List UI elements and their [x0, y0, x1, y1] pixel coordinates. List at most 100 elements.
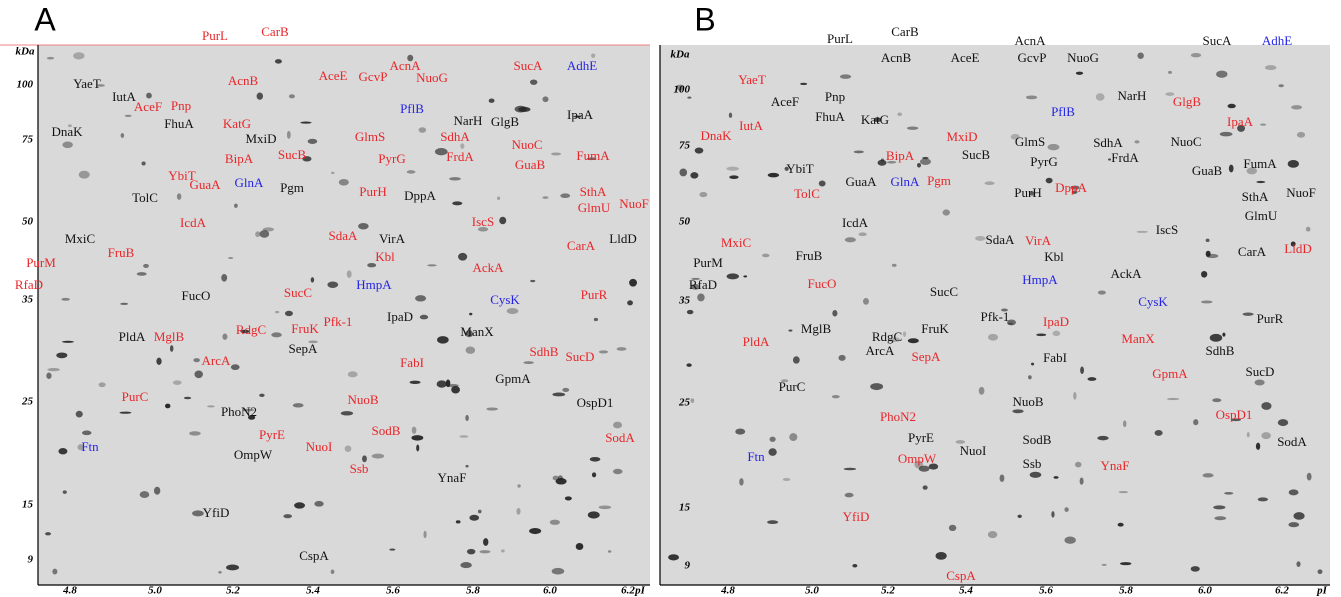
protein-label: GlnA	[891, 174, 921, 189]
gel-spot	[68, 124, 72, 128]
gel-spot	[1291, 105, 1303, 110]
gel-spot	[862, 297, 869, 305]
gel-spot	[629, 278, 637, 287]
protein-label: Kbl	[375, 249, 395, 264]
protein-label: GuaA	[189, 177, 221, 192]
protein-label: SdaA	[329, 228, 359, 243]
gel-spot	[852, 563, 858, 568]
protein-label: VirA	[379, 231, 406, 246]
protein-label: PldA	[119, 329, 146, 344]
gel-spot	[762, 253, 770, 258]
protein-label: MglB	[154, 329, 185, 344]
protein-label: NarH	[1118, 88, 1147, 103]
gel-spot	[1031, 362, 1035, 366]
protein-label: ManX	[460, 324, 494, 339]
protein-label: ArcA	[866, 343, 895, 358]
protein-label: MxiD	[946, 129, 977, 144]
protein-label: IscS	[1156, 222, 1178, 237]
protein-label: AceF	[771, 94, 799, 109]
gel-spot	[221, 273, 228, 282]
protein-label: SucA	[1203, 33, 1233, 48]
gel-spot	[193, 358, 200, 363]
kda-tick-label: 35	[678, 295, 691, 307]
protein-label: PyrG	[1030, 154, 1057, 169]
gel-spot	[889, 337, 901, 343]
protein-label: IpaA	[1227, 114, 1254, 129]
gel-spot	[942, 209, 950, 216]
gel-spot	[529, 527, 542, 535]
gel-spot	[555, 477, 567, 485]
gel-spot	[891, 263, 897, 267]
protein-label: PyrE	[259, 427, 285, 442]
gel-spot	[1205, 238, 1210, 243]
gel-spot	[1288, 489, 1299, 496]
protein-label: SucC	[930, 284, 958, 299]
gel-spot	[935, 552, 947, 560]
gel-spot	[330, 171, 335, 175]
gel-spot	[922, 485, 928, 490]
gel-spot	[1108, 158, 1112, 161]
gel-spot	[552, 392, 566, 397]
gel-spot	[542, 196, 549, 199]
protein-label: IcdA	[180, 215, 207, 230]
protein-label: SodA	[605, 430, 635, 445]
protein-label: LldD	[1284, 241, 1311, 256]
protein-label: FucO	[808, 276, 837, 291]
gel-spot	[460, 562, 472, 569]
gel-spot	[164, 403, 171, 409]
gel-spot	[1201, 270, 1208, 278]
gel-spot	[75, 410, 83, 418]
protein-label: NuoB	[347, 392, 378, 407]
gel-spot	[1087, 377, 1097, 381]
gel-spot	[423, 530, 427, 539]
protein-label: MxiC	[721, 235, 751, 250]
protein-label: SodA	[1277, 434, 1307, 449]
protein-label: CarB	[891, 24, 919, 39]
gel-spot	[183, 396, 192, 400]
kda-tick-label: 35	[21, 294, 34, 306]
gel-spot	[1052, 330, 1061, 337]
gel-spot	[153, 486, 161, 495]
protein-label: FruK	[921, 321, 949, 336]
panel-letter: A	[34, 1, 56, 37]
gel-spot	[906, 126, 919, 130]
protein-label: IscS	[472, 214, 494, 229]
pi-tick-label: 4.8	[62, 585, 77, 597]
gel-spot	[62, 141, 73, 149]
protein-label: AcnA	[389, 58, 421, 73]
gel-spot	[782, 477, 791, 481]
gel-spot	[573, 115, 582, 118]
gel-spot	[843, 467, 857, 471]
gel-spot	[844, 237, 856, 243]
gel-spot	[1277, 419, 1289, 427]
gel-spot	[1222, 332, 1226, 337]
protein-label: YbiT	[168, 168, 196, 183]
protein-label: YaeT	[73, 76, 101, 91]
kda-tick-label: 9	[685, 560, 691, 572]
gel-spot	[987, 333, 999, 341]
gel-spot	[516, 507, 521, 515]
protein-label: PhoN2	[880, 409, 916, 424]
gel-spot	[978, 386, 985, 395]
gel-spot	[873, 117, 881, 123]
gel-spot	[497, 196, 501, 200]
gel-spot	[1205, 250, 1211, 257]
gel-spot	[916, 162, 922, 168]
protein-label: PurM	[26, 255, 56, 270]
gel-spot	[1010, 133, 1020, 140]
gel-spot	[284, 310, 293, 317]
gel-spot	[686, 363, 692, 367]
protein-label: Kbl	[1044, 249, 1064, 264]
gel-spot	[1264, 65, 1277, 71]
y-axis-label: kDa	[16, 46, 35, 58]
gel-spot	[460, 143, 465, 149]
gel-spot	[987, 531, 998, 539]
gel-spot	[62, 490, 67, 494]
gel-spot	[1070, 185, 1080, 190]
protein-label: GuaB	[515, 157, 546, 172]
gel-spot	[506, 307, 519, 315]
kda-tick-label: 25	[678, 397, 691, 409]
pi-tick-label: 5.2	[226, 585, 240, 597]
gel-spot	[124, 114, 132, 118]
